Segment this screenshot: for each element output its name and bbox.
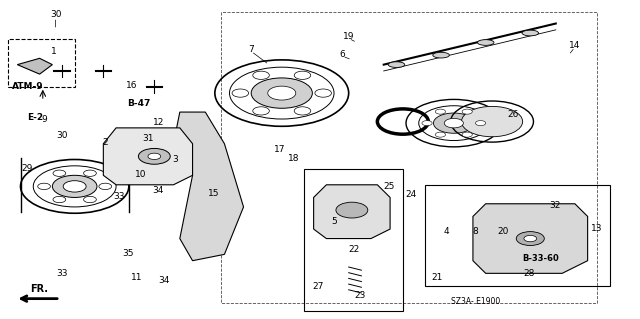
Text: 14: 14 — [569, 41, 580, 50]
Polygon shape — [103, 128, 193, 185]
Circle shape — [52, 175, 97, 197]
Text: 28: 28 — [524, 270, 534, 278]
Text: 30: 30 — [50, 10, 61, 19]
Text: 34: 34 — [158, 276, 170, 285]
Bar — [8, 39, 75, 87]
Ellipse shape — [433, 52, 449, 58]
Text: 3: 3 — [172, 155, 178, 164]
Text: 26: 26 — [508, 110, 519, 119]
Circle shape — [148, 153, 161, 160]
Text: 29: 29 — [21, 164, 33, 173]
Circle shape — [435, 132, 445, 137]
Circle shape — [251, 78, 312, 108]
Text: SZ3A- E1900: SZ3A- E1900 — [451, 297, 500, 306]
Text: 6: 6 — [339, 50, 345, 59]
Text: 4: 4 — [444, 227, 449, 236]
Text: 34: 34 — [152, 186, 163, 195]
Circle shape — [461, 106, 523, 137]
Text: 32: 32 — [549, 201, 560, 210]
Text: 22: 22 — [348, 245, 360, 254]
Circle shape — [315, 89, 332, 97]
Circle shape — [476, 121, 486, 126]
Circle shape — [444, 118, 463, 128]
Polygon shape — [473, 204, 588, 273]
Circle shape — [232, 89, 248, 97]
Text: 2: 2 — [102, 137, 108, 147]
Ellipse shape — [388, 62, 404, 68]
Circle shape — [84, 170, 97, 176]
Circle shape — [524, 235, 537, 242]
Text: ATM-9: ATM-9 — [12, 82, 44, 91]
Text: 19: 19 — [343, 32, 355, 41]
Text: 9: 9 — [41, 115, 47, 124]
Text: 35: 35 — [122, 249, 133, 258]
Circle shape — [253, 71, 269, 79]
Text: B-33-60: B-33-60 — [522, 254, 559, 263]
Circle shape — [462, 109, 472, 114]
Text: 5: 5 — [332, 217, 337, 226]
Circle shape — [268, 86, 296, 100]
Text: 31: 31 — [142, 134, 154, 144]
Text: 13: 13 — [591, 224, 603, 233]
Circle shape — [336, 202, 368, 218]
Text: 33: 33 — [56, 270, 68, 278]
Circle shape — [462, 132, 472, 137]
Circle shape — [99, 183, 111, 189]
Text: B-47: B-47 — [127, 99, 150, 108]
Circle shape — [433, 113, 474, 133]
Circle shape — [435, 109, 445, 114]
Circle shape — [253, 107, 269, 115]
Circle shape — [422, 121, 432, 126]
Text: 21: 21 — [431, 273, 442, 282]
Text: 12: 12 — [153, 118, 164, 127]
Text: 33: 33 — [113, 192, 125, 201]
Text: 11: 11 — [131, 273, 143, 282]
Text: 10: 10 — [134, 169, 146, 179]
Circle shape — [294, 107, 311, 115]
Bar — [425, 185, 610, 286]
Circle shape — [53, 170, 66, 176]
Text: 27: 27 — [312, 282, 324, 291]
Ellipse shape — [477, 40, 494, 45]
Polygon shape — [17, 58, 52, 74]
Text: 18: 18 — [287, 154, 299, 163]
Circle shape — [84, 197, 97, 203]
Ellipse shape — [522, 30, 539, 36]
Polygon shape — [173, 112, 244, 261]
Text: 25: 25 — [383, 182, 394, 191]
Circle shape — [516, 232, 544, 246]
Text: 16: 16 — [126, 81, 138, 90]
Text: FR.: FR. — [31, 284, 49, 294]
Text: 8: 8 — [472, 227, 477, 236]
Text: 1: 1 — [51, 47, 57, 56]
Text: 20: 20 — [497, 227, 509, 236]
Circle shape — [63, 181, 86, 192]
Circle shape — [294, 71, 311, 79]
Text: E-2: E-2 — [27, 113, 44, 122]
Text: 30: 30 — [56, 131, 68, 140]
Text: 17: 17 — [274, 145, 285, 154]
Circle shape — [53, 197, 66, 203]
Text: 15: 15 — [208, 189, 220, 198]
Polygon shape — [314, 185, 390, 239]
Circle shape — [38, 183, 51, 189]
Text: 23: 23 — [355, 291, 366, 300]
Text: 7: 7 — [248, 45, 254, 54]
Bar — [304, 169, 403, 311]
Text: 24: 24 — [406, 190, 417, 199]
Circle shape — [138, 148, 170, 164]
